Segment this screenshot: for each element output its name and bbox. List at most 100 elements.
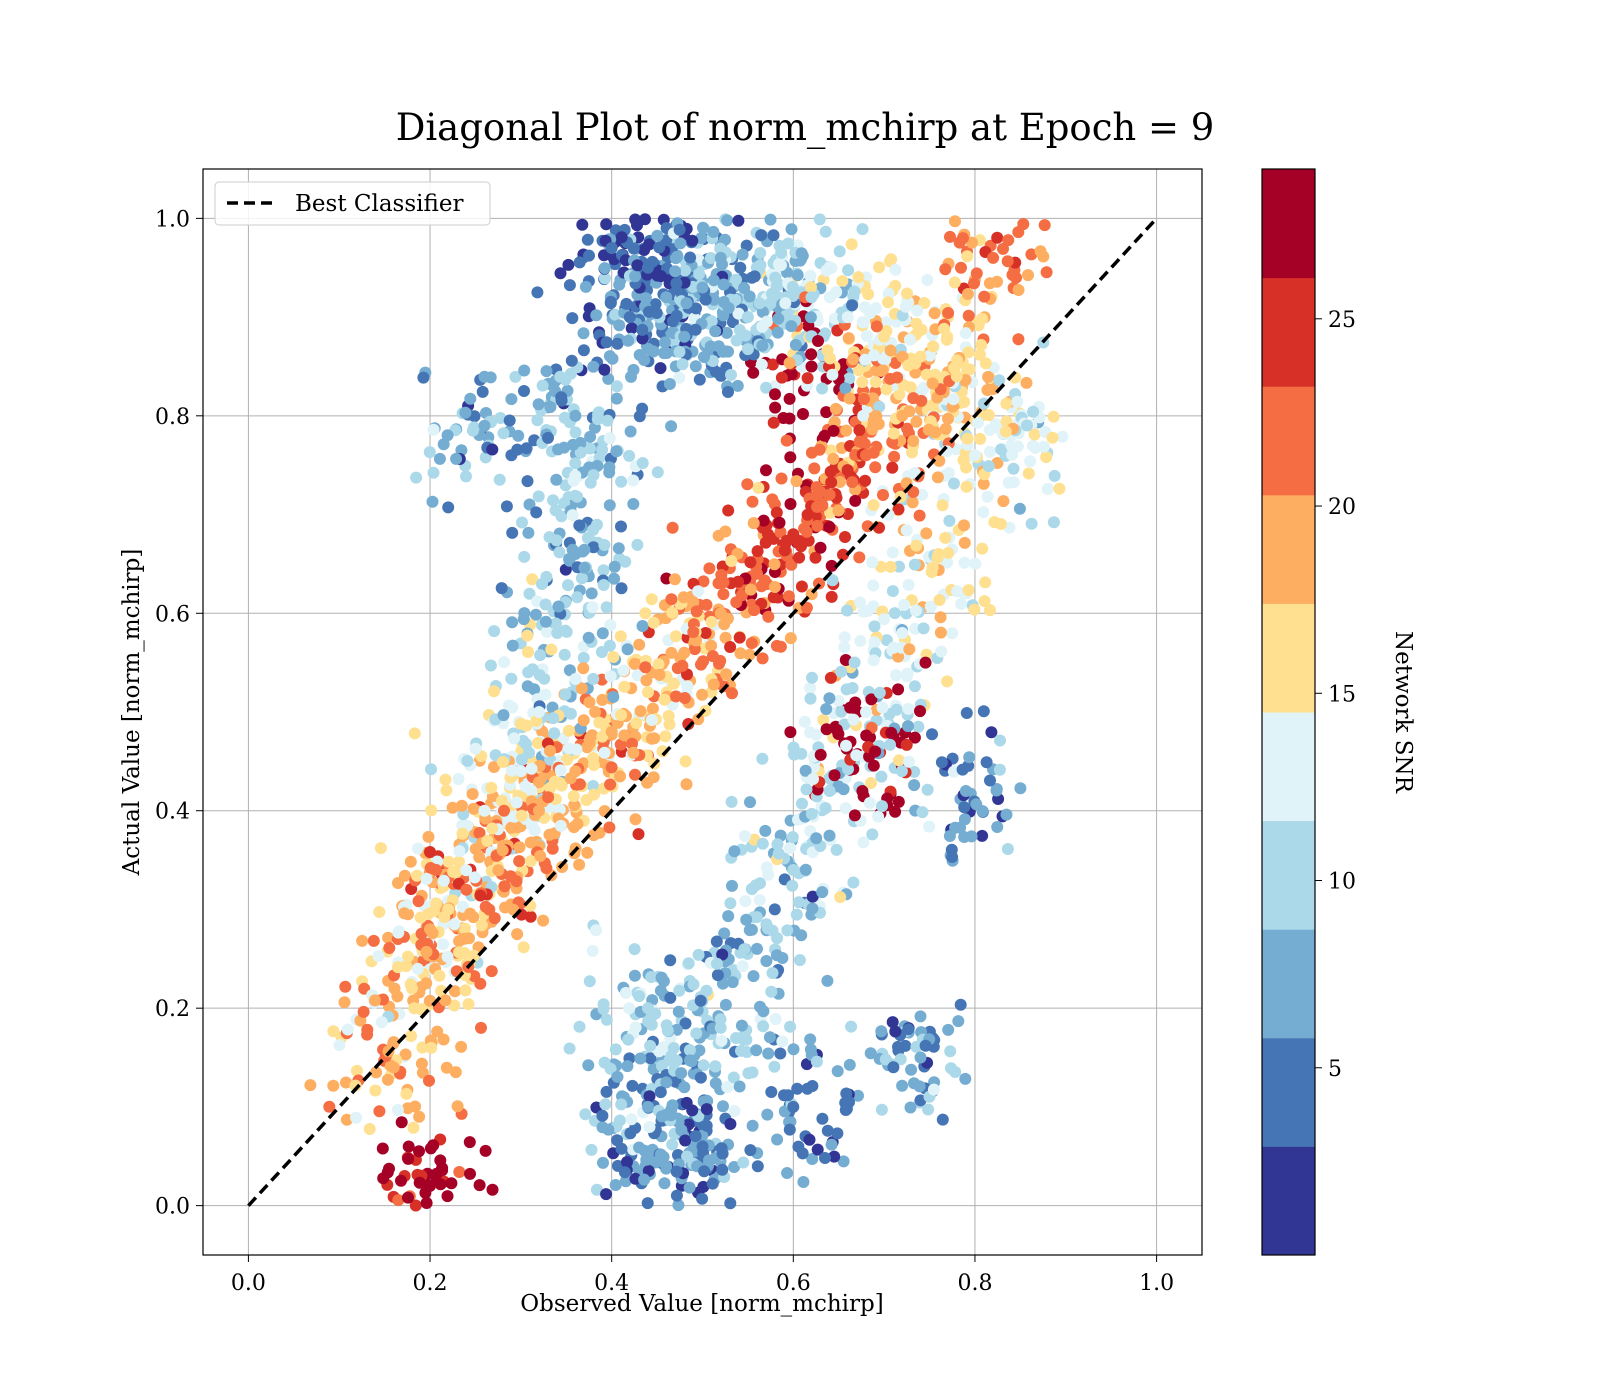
scatter-point bbox=[879, 316, 892, 329]
scatter-point bbox=[722, 386, 734, 398]
scatter-point bbox=[774, 1047, 787, 1060]
scatter-point bbox=[927, 1083, 940, 1096]
scatter-point bbox=[569, 548, 582, 560]
scatter-point bbox=[699, 293, 712, 306]
scatter-point bbox=[604, 670, 617, 683]
scatter-point bbox=[734, 261, 747, 274]
scatter-point bbox=[569, 457, 582, 470]
scatter-point bbox=[621, 643, 634, 656]
scatter-point bbox=[805, 281, 817, 294]
scatter-point bbox=[623, 449, 636, 462]
scatter-point bbox=[1020, 376, 1033, 389]
scatter-point bbox=[391, 1103, 404, 1116]
scatter-point bbox=[961, 250, 974, 263]
scatter-point bbox=[745, 882, 758, 895]
scatter-point bbox=[741, 343, 754, 356]
scatter-point bbox=[838, 641, 851, 654]
scatter-point bbox=[816, 1112, 829, 1125]
scatter-point bbox=[511, 928, 524, 941]
scatter-point bbox=[506, 526, 519, 539]
scatter-point bbox=[583, 442, 596, 455]
scatter-point bbox=[993, 763, 1006, 776]
scatter-point bbox=[726, 976, 739, 989]
scatter-point bbox=[783, 1123, 796, 1136]
scatter-point bbox=[592, 408, 605, 421]
scatter-point bbox=[958, 556, 971, 569]
scatter-point bbox=[870, 410, 883, 423]
scatter-point bbox=[567, 438, 580, 451]
scatter-point bbox=[658, 1177, 671, 1190]
colorbar-segment bbox=[1262, 386, 1315, 496]
scatter-point bbox=[900, 738, 913, 751]
scatter-point bbox=[772, 312, 785, 325]
scatter-point bbox=[756, 339, 769, 352]
scatter-point bbox=[896, 1079, 909, 1092]
scatter-point bbox=[550, 473, 563, 486]
scatter-point bbox=[948, 276, 961, 289]
scatter-point bbox=[740, 913, 753, 926]
scatter-point bbox=[863, 797, 876, 809]
scatter-point bbox=[414, 911, 427, 924]
scatter-point bbox=[631, 669, 644, 682]
scatter-point bbox=[721, 1081, 734, 1093]
scatter-point bbox=[587, 360, 600, 373]
scatter-point bbox=[952, 1015, 965, 1028]
scatter-point bbox=[825, 476, 838, 489]
scatter-point bbox=[684, 251, 697, 264]
scatter-point bbox=[630, 717, 643, 730]
scatter-point bbox=[653, 668, 666, 681]
scatter-point bbox=[718, 927, 731, 940]
scatter-point bbox=[1047, 410, 1060, 423]
scatter-point bbox=[847, 876, 860, 889]
scatter-point bbox=[823, 692, 836, 705]
scatter-point bbox=[722, 302, 735, 314]
scatter-point bbox=[604, 778, 617, 791]
scatter-point bbox=[382, 931, 395, 944]
scatter-point bbox=[350, 1064, 363, 1077]
scatter-point bbox=[415, 1057, 428, 1070]
scatter-point bbox=[973, 348, 986, 361]
scatter-point bbox=[338, 996, 351, 1009]
scatter-point bbox=[892, 683, 905, 696]
scatter-point bbox=[467, 802, 480, 815]
scatter-point bbox=[654, 1148, 667, 1161]
scatter-point bbox=[840, 739, 852, 752]
scatter-point bbox=[600, 336, 613, 349]
scatter-point bbox=[595, 646, 608, 658]
scatter-point bbox=[645, 971, 658, 983]
scatter-point bbox=[843, 1058, 856, 1071]
scatter-point bbox=[975, 339, 988, 351]
scatter-point bbox=[853, 435, 866, 448]
scatter-point bbox=[751, 567, 763, 580]
scatter-point bbox=[681, 1150, 694, 1163]
scatter-point bbox=[884, 344, 897, 357]
scatter-point bbox=[949, 821, 962, 834]
scatter-point bbox=[587, 469, 600, 482]
scatter-point bbox=[885, 726, 898, 739]
scatter-point bbox=[404, 855, 417, 868]
scatter-point bbox=[505, 672, 518, 685]
colorbar-segment bbox=[1262, 1037, 1315, 1147]
scatter-point bbox=[939, 422, 952, 435]
scatter-point bbox=[751, 1160, 764, 1173]
scatter-point bbox=[921, 274, 934, 286]
scatter-point bbox=[522, 646, 534, 658]
scatter-point bbox=[473, 827, 486, 839]
scatter-point bbox=[893, 560, 905, 573]
scatter-point bbox=[368, 994, 381, 1007]
scatter-point bbox=[484, 659, 497, 672]
scatter-point bbox=[609, 1179, 622, 1191]
scatter-point bbox=[842, 264, 855, 277]
scatter-point bbox=[868, 349, 880, 362]
scatter-point bbox=[604, 619, 617, 632]
scatter-point bbox=[585, 1143, 598, 1156]
scatter-point bbox=[724, 897, 737, 910]
colorbar-segment bbox=[1262, 820, 1315, 930]
scatter-point bbox=[940, 333, 953, 346]
scatter-point bbox=[747, 970, 760, 983]
scatter-point bbox=[539, 615, 552, 628]
scatter-point bbox=[902, 1023, 915, 1036]
scatter-point bbox=[559, 688, 572, 701]
y-tick-label: 1.0 bbox=[155, 207, 190, 232]
scatter-point bbox=[962, 346, 975, 359]
